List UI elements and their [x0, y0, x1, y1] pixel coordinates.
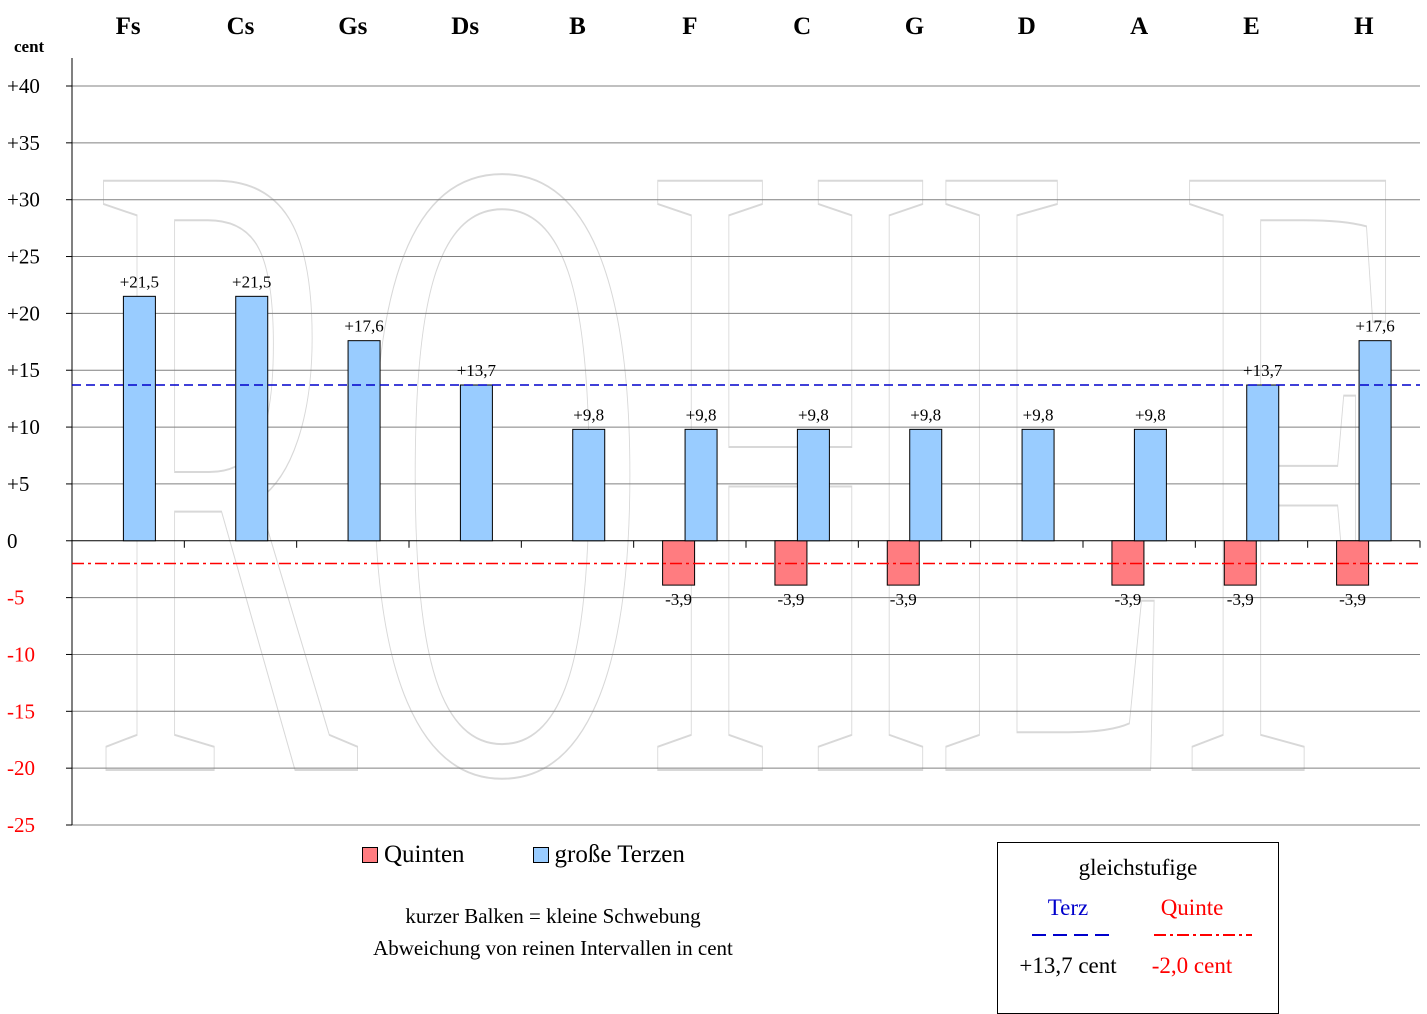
data-label: -3,9 [890, 590, 917, 609]
equal-temperament-box: gleichstufige Terz Quinte +13,7 cent -2,… [997, 842, 1279, 1014]
ref-quinte-value: -2,0 cent [1151, 953, 1233, 978]
y-tick-label: +30 [7, 188, 40, 212]
data-label: +9,8 [1023, 405, 1054, 424]
terzen-bar [684, 428, 718, 542]
data-label: +9,8 [1135, 405, 1166, 424]
category-label: F [682, 13, 697, 40]
data-label: +21,5 [232, 272, 271, 291]
quinten-swatch [362, 847, 378, 863]
y-tick-labels: +40 +35 +30 +25 +20 +15 +10 +5 0 -5 -10 -15 -20 -25 [7, 74, 40, 837]
data-label: -3,9 [777, 590, 804, 609]
legend-item-quinten: Quinten [362, 841, 465, 869]
data-label: +13,7 [457, 361, 497, 380]
data-label: -3,9 [1339, 590, 1366, 609]
terzen-bar [1358, 340, 1392, 542]
category-label: D [1018, 13, 1036, 40]
data-label: -3,9 [665, 590, 692, 609]
bars [122, 295, 1392, 586]
note-short-bar: kurzer Balken = kleine Schwebung [405, 904, 701, 928]
data-label: -3,9 [1227, 590, 1254, 609]
y-tick-label: -25 [7, 813, 35, 837]
terzen-bar [909, 428, 943, 542]
ref-terz-value: +13,7 cent [1019, 953, 1117, 978]
y-tick-label: +40 [7, 74, 40, 98]
data-label: +17,6 [1355, 317, 1394, 336]
y-tick-label: +25 [7, 245, 40, 269]
watermark-text: ROHLF [92, 0, 1400, 965]
data-label: +9,8 [686, 405, 717, 424]
terzen-bar [796, 428, 830, 542]
y-tick-label: +15 [7, 358, 40, 382]
ref-terz-label: Terz [1047, 895, 1089, 920]
category-label: A [1130, 13, 1148, 40]
y-tick-label: +35 [7, 131, 40, 155]
terzen-swatch [532, 847, 549, 863]
category-label: Cs [227, 13, 255, 40]
y-tick-label: +10 [7, 415, 40, 439]
terzen-bar [1021, 428, 1055, 542]
category-label: H [1354, 13, 1374, 40]
data-labels: -3,9 -3,9 -3,9 -3,9 -3,9 -3,9 +21,5 +21,5 +17,6 +… [120, 272, 1395, 609]
data-label: +9,8 [910, 405, 941, 424]
legend-item-terzen: große Terzen [532, 841, 685, 869]
ref-box-title: gleichstufige [1078, 855, 1198, 880]
ref-line-samples [1032, 934, 1252, 936]
category-label: G [905, 13, 924, 40]
legend-terzen-label: große Terzen [554, 841, 685, 868]
terzen-bar [122, 295, 156, 542]
data-label: +13,7 [1243, 361, 1283, 380]
y-tick-label: -15 [7, 699, 35, 723]
category-label: C [793, 13, 811, 40]
category-label: B [569, 13, 586, 40]
ref-quinte-label: Quinte [1160, 895, 1224, 920]
terzen-bar [235, 295, 269, 542]
gridlines [66, 85, 1420, 826]
axes [71, 58, 1421, 825]
y-tick-label: -10 [7, 642, 35, 666]
category-label: E [1243, 13, 1260, 40]
legend-quinten-label: Quinten [384, 841, 465, 868]
y-tick-label: +5 [7, 472, 29, 496]
data-label: +9,8 [573, 405, 604, 424]
y-tick-label: +20 [7, 301, 40, 325]
y-axis-label: cent [14, 37, 45, 56]
category-label: Ds [451, 13, 479, 40]
note-deviation: Abweichung von reinen Intervallen in cen… [373, 936, 733, 960]
rohlf-watermark: ROHLF [91, 0, 1401, 966]
terzen-bar [459, 384, 493, 542]
category-labels: Fs Cs Gs Ds B F C G D A E H [116, 13, 1374, 40]
data-label: +9,8 [798, 405, 829, 424]
terzen-bar [347, 340, 381, 542]
y-tick-label: -5 [7, 586, 25, 610]
data-label: +21,5 [120, 272, 159, 291]
terzen-bar [572, 428, 606, 542]
legend: Quinten große Terzen [362, 841, 753, 869]
reference-lines [72, 384, 1420, 565]
data-label: -3,9 [1114, 590, 1141, 609]
terzen-bar [1133, 428, 1167, 542]
category-label: Fs [116, 13, 141, 40]
y-tick-label: 0 [7, 529, 18, 553]
category-label: Gs [338, 13, 367, 40]
data-label: +17,6 [344, 317, 383, 336]
terzen-bar [1246, 384, 1280, 542]
y-tick-label: -20 [7, 756, 35, 780]
